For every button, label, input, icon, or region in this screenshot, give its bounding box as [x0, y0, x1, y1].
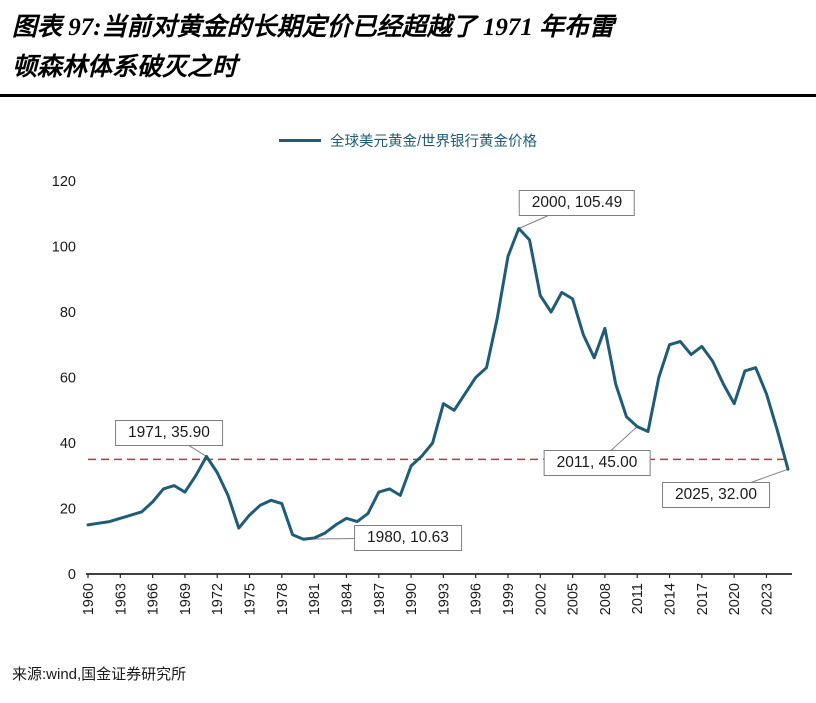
svg-text:1972: 1972: [210, 583, 226, 615]
svg-text:1981: 1981: [307, 583, 323, 615]
chart-canvas-wrap: 0 20 40 60 80 100 120 1960 1963 1966 1969 1972 1975 1…: [0, 153, 816, 633]
svg-text:1969: 1969: [178, 583, 194, 615]
annotation-1980: 1980, 10.63: [354, 524, 462, 551]
report-figure: 图表 97:当前对黄金的长期定价已经超越了 1971 年布雷 顿森林体系破灭之时…: [0, 0, 816, 684]
svg-text:2002: 2002: [533, 583, 549, 615]
annotation-2000: 2000, 105.49: [518, 190, 636, 217]
svg-text:1978: 1978: [275, 583, 291, 615]
svg-text:2023: 2023: [759, 583, 775, 615]
svg-text:1987: 1987: [372, 583, 388, 615]
svg-text:1975: 1975: [243, 583, 259, 615]
svg-text:2020: 2020: [727, 583, 743, 615]
svg-text:1966: 1966: [146, 583, 162, 615]
svg-text:1990: 1990: [404, 583, 420, 615]
chart-legend: 全球美元黄金/世界银行黄金价格: [0, 129, 816, 151]
figure-title-block: 图表 97:当前对黄金的长期定价已经超越了 1971 年布雷 顿森林体系破灭之时: [0, 0, 816, 97]
annotation-1971: 1971, 35.90: [115, 420, 223, 447]
svg-text:100: 100: [52, 240, 76, 256]
x-axis-labels: 1960 1963 1966 1969 1972 1975 1978 1981 1984 1987…: [81, 574, 775, 615]
svg-text:1999: 1999: [501, 583, 517, 615]
svg-text:2011: 2011: [630, 583, 646, 614]
svg-text:40: 40: [60, 436, 76, 452]
svg-text:20: 20: [60, 502, 76, 518]
svg-text:0: 0: [68, 567, 76, 583]
figure-title-line-1: 图表 97:当前对黄金的长期定价已经超越了 1971 年布雷: [12, 14, 615, 41]
svg-text:1984: 1984: [339, 583, 355, 615]
svg-text:120: 120: [52, 174, 76, 190]
chart-area: 全球美元黄金/世界银行黄金价格 0 20 40 60 80 100 120 1960 1963 1…: [0, 129, 816, 633]
legend-line-swatch: [278, 138, 321, 142]
svg-text:1960: 1960: [81, 583, 97, 615]
svg-text:2017: 2017: [695, 583, 711, 615]
svg-text:1993: 1993: [436, 583, 452, 615]
y-axis-labels: 0 20 40 60 80 100 120: [52, 174, 76, 583]
legend-label: 全球美元黄金/世界银行黄金价格: [329, 133, 538, 150]
annotation-2025: 2025, 32.00: [662, 482, 770, 508]
source-text: 来源:wind,国金证券研究所: [12, 666, 187, 683]
svg-text:80: 80: [60, 305, 76, 321]
price-line: [86, 227, 790, 541]
svg-text:1963: 1963: [113, 583, 129, 615]
svg-text:1996: 1996: [469, 583, 485, 615]
annotation-2011: 2011, 45.00: [543, 450, 651, 477]
svg-text:2008: 2008: [598, 583, 614, 615]
svg-text:60: 60: [60, 371, 76, 387]
svg-text:2005: 2005: [566, 583, 582, 615]
svg-text:2014: 2014: [663, 583, 679, 615]
source-note: 来源:wind,国金证券研究所: [0, 633, 816, 684]
figure-title-line-2: 顿森林体系破灭之时: [12, 54, 238, 81]
